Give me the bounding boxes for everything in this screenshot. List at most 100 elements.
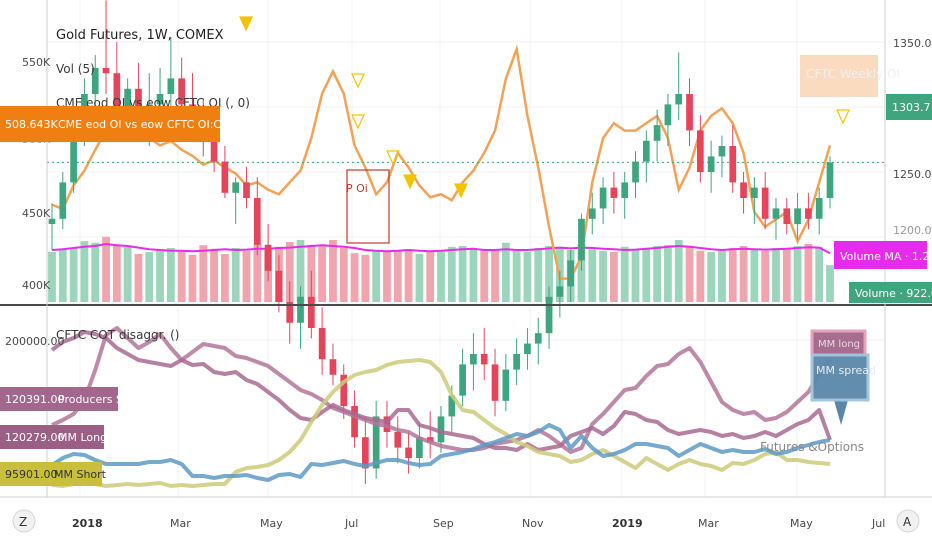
volume-bar	[642, 248, 651, 302]
volume-bar	[318, 246, 327, 302]
volume-bar	[512, 249, 521, 302]
volume-bar	[588, 249, 597, 302]
candle-body	[167, 78, 175, 94]
candle-body	[91, 68, 99, 94]
volume-bar	[458, 246, 467, 302]
candle-body	[394, 432, 402, 448]
volume-bar	[609, 252, 618, 302]
volume-bar	[718, 249, 726, 302]
candle-body	[491, 364, 499, 401]
candle-body	[480, 354, 488, 365]
signal-triangle	[403, 174, 417, 190]
auto-scale-button[interactable]: A	[896, 509, 920, 533]
volume-bar	[437, 250, 445, 302]
candle-body	[610, 187, 618, 198]
volume-bar	[426, 252, 435, 302]
mm-short-tag: 95901.00 MM Short	[0, 462, 107, 486]
x-tick-label: Mar	[170, 517, 191, 530]
candle-body	[307, 296, 315, 328]
volume-bar	[145, 252, 154, 302]
candle-body	[502, 369, 510, 401]
candle-body	[815, 198, 823, 219]
zoom-button[interactable]: Z	[12, 509, 36, 533]
candle-body	[470, 354, 477, 365]
volume-bar	[372, 250, 381, 302]
volume-bar	[674, 240, 683, 302]
candle-body	[718, 146, 726, 157]
legend-volume: Vol (5)	[56, 62, 95, 76]
x-tick-label: Nov	[522, 517, 544, 530]
x-tick-label: Sep	[433, 517, 454, 530]
svg-text:CME eod OI vs eow CFTC OI:CFTC: CME eod OI vs eow CFTC OI:CFTC COT OI	[58, 118, 283, 131]
volume-bars	[48, 236, 834, 302]
svg-text:MM spread: MM spread	[816, 364, 876, 377]
x-tick-label: Mar	[698, 517, 719, 530]
candle-body	[437, 416, 445, 443]
volume-bar	[685, 246, 694, 302]
volume-bar	[707, 252, 716, 302]
candle-body	[253, 198, 261, 245]
volume-bar	[166, 248, 175, 302]
producers-short-tag: 120391.00 Producers Short	[0, 387, 146, 411]
svg-text:CFTC Weekly OI: CFTC Weekly OI	[806, 67, 900, 81]
volume-bar	[761, 250, 770, 302]
candle-body	[351, 406, 358, 438]
cot-title: CFTC COT disaggr. ()	[56, 328, 179, 342]
candle-body	[805, 208, 812, 219]
volume-bar	[404, 249, 413, 302]
volume-bar	[523, 252, 532, 302]
candle-body	[826, 162, 834, 198]
signal-triangle	[836, 109, 850, 125]
svg-text:Z: Z	[19, 515, 27, 529]
candle-body	[59, 182, 67, 219]
box-label: P Oi	[346, 182, 368, 195]
candle-body	[783, 208, 791, 224]
candle-body	[588, 208, 596, 219]
candle-body	[696, 130, 704, 172]
candle-body	[729, 146, 737, 183]
volume-bar	[393, 250, 402, 302]
futures-options-note: Futures &Options	[760, 440, 864, 454]
svg-text:Producers Short: Producers Short	[58, 393, 146, 406]
candle-body	[513, 354, 520, 370]
volume-bar	[782, 249, 791, 302]
candle-body	[243, 182, 250, 198]
mm-long-right-tag: MM long	[810, 329, 867, 357]
volume-bar	[134, 254, 143, 302]
candle-body	[686, 94, 693, 131]
annotations	[239, 16, 850, 425]
volume-bar	[750, 250, 759, 302]
oi-tick: 400K	[22, 279, 51, 292]
volume-bar	[231, 248, 240, 302]
candle-body	[664, 104, 672, 126]
volume-bar	[534, 248, 543, 302]
volume-bar	[696, 250, 705, 302]
candle-body	[740, 182, 747, 198]
candle-body	[599, 187, 607, 209]
oi-tick: 450K	[22, 207, 51, 220]
signal-triangle	[351, 73, 365, 89]
volume-bar	[383, 252, 391, 302]
candle-body	[707, 156, 715, 172]
candle-body	[48, 218, 56, 224]
candle-body	[621, 182, 629, 198]
volume-bar	[329, 240, 337, 302]
volume-bar	[491, 250, 499, 302]
spread-arrow	[834, 400, 848, 425]
candle-body	[794, 208, 801, 224]
volume-bar	[577, 244, 586, 302]
svg-text:508.643K: 508.643K	[5, 118, 58, 131]
candle-body	[210, 140, 218, 162]
candle-body	[534, 333, 542, 344]
highlight-box	[346, 169, 390, 244]
candle-body	[286, 302, 294, 323]
svg-text:A: A	[903, 515, 912, 529]
x-tick-label: Jul	[871, 517, 885, 530]
volume-bar	[350, 253, 359, 302]
candle-body	[653, 125, 661, 141]
candle-body	[416, 437, 423, 458]
volume-bar	[793, 246, 802, 302]
price-tick: 1350.0	[893, 37, 932, 50]
volume-tag: Volume · 922.092K	[849, 282, 932, 303]
